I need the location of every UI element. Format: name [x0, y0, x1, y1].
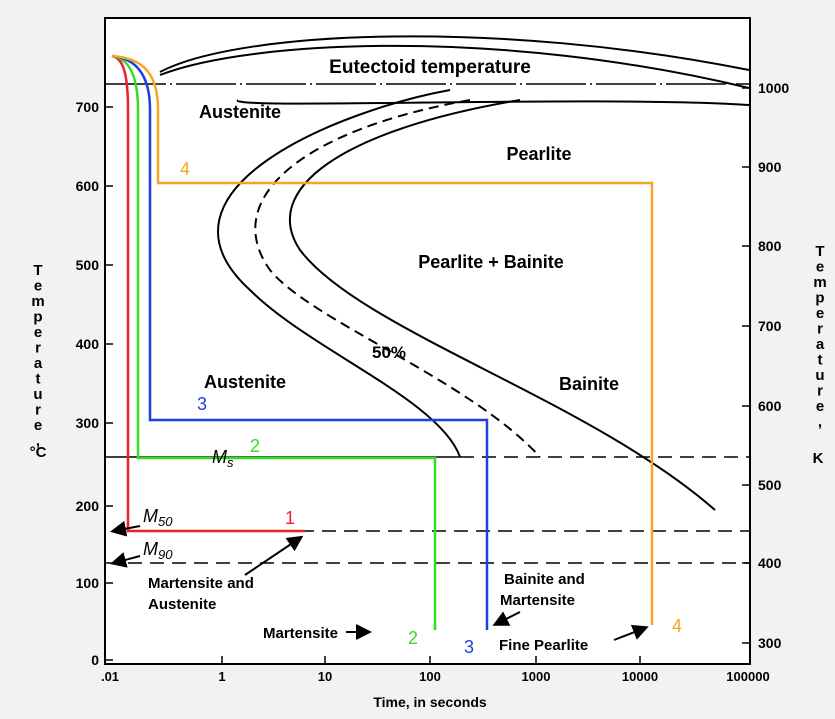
austenite-mid-label: Austenite [204, 372, 286, 392]
right-tick-labels: 300 400 500 600 700 800 900 1000 [758, 80, 789, 651]
x-axis-label: Time, in seconds [373, 694, 487, 710]
x-tick-2: 10 [318, 669, 332, 684]
martensite-austenite-arrow [244, 535, 304, 576]
x-tick-3: 100 [419, 669, 441, 684]
path-4-label-bottom: 4 [672, 616, 682, 636]
right-axis-label-letter-2: m [813, 274, 826, 291]
left-tick-5: 500 [76, 257, 100, 273]
path-4-label-top: 4 [180, 159, 190, 179]
left-axis-label-letter-6: a [34, 355, 43, 372]
right-axis-label-letter-4: e [816, 305, 824, 322]
right-tick-4: 700 [758, 318, 782, 334]
pearlite-finish-nose-top [236, 99, 750, 106]
left-axis-unit: °C [30, 444, 47, 461]
left-tick-3: 300 [76, 415, 100, 431]
pearlite-label: Pearlite [506, 144, 571, 164]
right-axis-label-letter-0: T [815, 243, 824, 260]
bainite-martensite-label-line1: Bainite and [504, 571, 585, 588]
path-3-label-top: 3 [197, 394, 207, 414]
left-axis-ticks [105, 106, 113, 661]
path-3-label-bottom: 3 [464, 637, 474, 657]
right-tick-7: 1000 [758, 80, 789, 96]
transformation-finish-curve [288, 99, 716, 511]
martensite-austenite-label-line1: Martensite and [148, 575, 254, 592]
transformation-start-curve [217, 89, 461, 458]
left-tick-labels: 0 100 200 300 400 500 600 700 [76, 99, 100, 668]
fine-pearlite-arrow [613, 624, 649, 641]
right-tick-2: 500 [758, 477, 782, 493]
m50-arrow [110, 520, 141, 537]
left-tick-1: 100 [76, 575, 100, 591]
m50-label: M50 [143, 506, 173, 529]
ms-label: Ms [212, 447, 234, 470]
right-tick-5: 800 [758, 238, 782, 254]
left-tick-0: 0 [91, 652, 99, 668]
left-axis-label-letter-7: t [36, 371, 41, 388]
right-tick-6: 900 [758, 159, 782, 175]
fifty-percent-curve [254, 99, 541, 458]
left-axis-label-letter-4: e [34, 324, 42, 341]
left-axis-label-letter-11: , [36, 433, 40, 450]
right-tick-0: 300 [758, 635, 782, 651]
left-tick-7: 700 [76, 99, 100, 115]
austenite-top-label: Austenite [199, 102, 281, 122]
fine-pearlite-label: Fine Pearlite [499, 637, 588, 654]
right-axis-label-letter-5: r [817, 321, 823, 338]
bainite-martensite-arrow [492, 611, 521, 626]
plot-frame [104, 17, 751, 665]
right-axis-label-letter-9: r [817, 383, 823, 400]
right-axis-label-letter-6: a [816, 336, 825, 353]
left-axis-label-letter-0: T [33, 262, 42, 279]
left-tick-6: 600 [76, 178, 100, 194]
bainite-label: Bainite [559, 374, 619, 394]
left-axis-label-letter-2: m [31, 293, 44, 310]
right-axis-label-letter-10: e [816, 398, 824, 415]
martensite-austenite-label-line2: Austenite [148, 596, 216, 613]
pearlite-finish-top-curve [159, 44, 750, 89]
x-tick-1: 1 [218, 669, 225, 684]
left-tick-4: 400 [76, 336, 100, 352]
left-tick-2: 200 [76, 498, 100, 514]
x-tick-4: 1000 [522, 669, 551, 684]
right-tick-3: 600 [758, 398, 782, 414]
right-axis-unit: K [813, 450, 824, 467]
right-axis-label-letter-1: e [816, 259, 824, 276]
right-axis-label-letter-8: u [815, 367, 824, 384]
right-axis-label-letter-3: p [815, 290, 824, 307]
right-axis-label-letter-11: , [818, 414, 822, 431]
pearlite-bainite-label: Pearlite + Bainite [418, 252, 564, 272]
pearlite-start-top-curve [159, 35, 750, 73]
path-2-label-top: 2 [250, 436, 260, 456]
path-2-label-bottom: 2 [408, 628, 418, 648]
left-axis-label-letter-9: r [35, 402, 41, 419]
m90-label: M90 [143, 539, 173, 562]
right-tick-1: 400 [758, 555, 782, 571]
bainite-martensite-label-line2: Martensite [500, 592, 575, 609]
path-1-label: 1 [285, 508, 295, 528]
left-axis-label-letter-5: r [35, 340, 41, 357]
x-tick-labels: .01 1 10 100 1000 10000 100000 [101, 669, 770, 684]
x-axis-ticks [221, 656, 641, 664]
x-tick-6: 100000 [726, 669, 769, 684]
martensite-label: Martensite [263, 625, 338, 642]
left-axis-label-letter-3: p [33, 309, 42, 326]
x-tick-5: 10000 [622, 669, 658, 684]
left-axis-label-letter-1: e [34, 278, 42, 295]
m90-arrow [110, 552, 141, 568]
x-tick-0: .01 [101, 669, 119, 684]
fifty-percent-label: 50% [372, 343, 406, 362]
right-axis-label-letter-7: t [818, 352, 823, 369]
eutectoid-label: Eutectoid temperature [329, 57, 531, 78]
path-4 [111, 54, 654, 625]
left-axis-label-letter-10: e [34, 417, 42, 434]
left-axis-label-letter-8: u [33, 386, 42, 403]
